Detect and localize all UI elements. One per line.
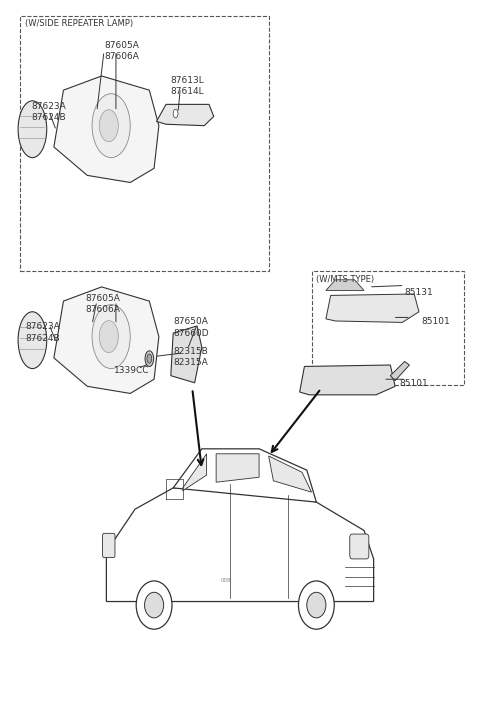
Polygon shape xyxy=(171,326,202,383)
Polygon shape xyxy=(107,488,373,602)
Polygon shape xyxy=(54,287,159,394)
Ellipse shape xyxy=(145,351,154,366)
Ellipse shape xyxy=(147,354,152,363)
Ellipse shape xyxy=(99,321,118,353)
Text: (W/SIDE REPEATER LAMP): (W/SIDE REPEATER LAMP) xyxy=(25,19,133,28)
Text: 87605A
87606A: 87605A 87606A xyxy=(85,294,120,314)
FancyBboxPatch shape xyxy=(103,533,115,558)
Text: 87623A
87624B: 87623A 87624B xyxy=(25,322,60,342)
Ellipse shape xyxy=(299,581,334,630)
Text: 008: 008 xyxy=(220,578,231,583)
Polygon shape xyxy=(183,453,206,491)
Text: 82315B
82315A: 82315B 82315A xyxy=(173,347,208,367)
Polygon shape xyxy=(173,448,316,502)
Ellipse shape xyxy=(144,593,164,618)
Polygon shape xyxy=(326,294,419,322)
FancyBboxPatch shape xyxy=(350,534,369,559)
Ellipse shape xyxy=(99,110,118,142)
Text: 87613L
87614L: 87613L 87614L xyxy=(171,76,204,96)
Polygon shape xyxy=(300,365,395,395)
Ellipse shape xyxy=(18,312,47,369)
Text: 87605A
87606A: 87605A 87606A xyxy=(104,41,139,61)
Polygon shape xyxy=(54,76,159,183)
Text: (W/MTS TYPE): (W/MTS TYPE) xyxy=(316,275,374,284)
Ellipse shape xyxy=(92,304,130,369)
Polygon shape xyxy=(390,361,409,381)
Text: 85101: 85101 xyxy=(421,317,450,327)
Polygon shape xyxy=(269,456,312,492)
Ellipse shape xyxy=(173,109,178,118)
Text: 85131: 85131 xyxy=(405,288,433,297)
Polygon shape xyxy=(326,279,364,290)
Ellipse shape xyxy=(92,93,130,158)
Polygon shape xyxy=(216,453,259,482)
Text: 87650A
87660D: 87650A 87660D xyxy=(173,317,209,337)
Ellipse shape xyxy=(307,593,326,618)
Ellipse shape xyxy=(136,581,172,630)
Text: 85101: 85101 xyxy=(400,379,429,388)
Text: 87623A
87624B: 87623A 87624B xyxy=(31,102,66,123)
Ellipse shape xyxy=(18,101,47,158)
Polygon shape xyxy=(156,104,214,125)
Text: 1339CC: 1339CC xyxy=(114,366,149,375)
